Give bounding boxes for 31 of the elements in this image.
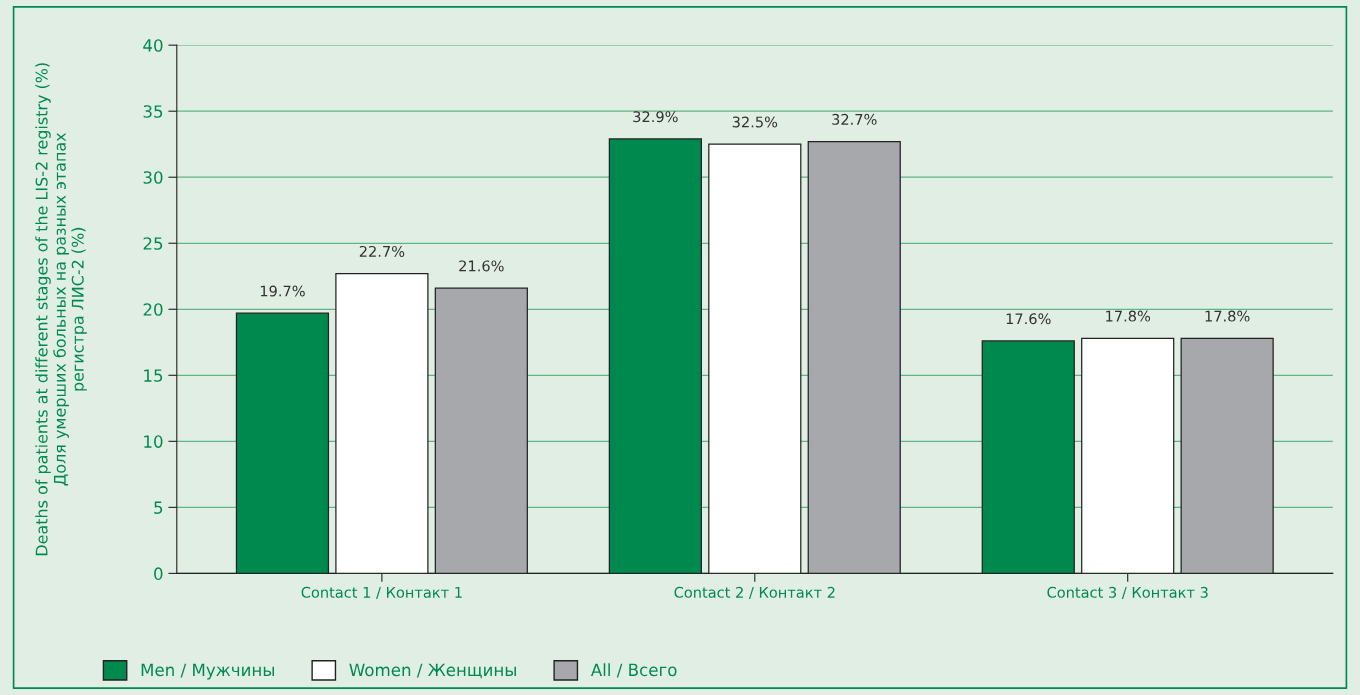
x-tick-label: Contact 3 / Контакт 3 xyxy=(1047,586,1208,599)
y-tick-label: 10 xyxy=(144,435,163,448)
data-label: 17.8% xyxy=(1106,310,1151,322)
data-label: 32.9% xyxy=(633,111,678,123)
y-tick-label: 25 xyxy=(143,237,163,250)
x-tick-label: Contact 2 / Контакт 2 xyxy=(674,586,835,599)
y-tick-label: 35 xyxy=(143,105,163,118)
bar xyxy=(235,312,330,574)
data-label: 17.6% xyxy=(1006,313,1051,325)
data-label: 22.7% xyxy=(359,245,405,257)
bar xyxy=(1180,337,1274,574)
bar xyxy=(981,340,1075,574)
data-label: 17.8% xyxy=(1205,310,1250,322)
data-label: 32.7% xyxy=(832,113,877,125)
y-tick-label: 15 xyxy=(144,369,163,382)
x-tick-label: Contact 1 / Контакт 1 xyxy=(301,586,462,599)
data-label: 21.6% xyxy=(459,260,504,272)
y-tick-label: 5 xyxy=(154,501,163,514)
data-label: 19.7% xyxy=(260,285,305,297)
data-label: 32.5% xyxy=(732,116,778,128)
legend-label: All / Всего xyxy=(590,663,677,678)
y-tick-label: 30 xyxy=(143,171,163,184)
y-tick-label: 0 xyxy=(154,567,163,580)
bar xyxy=(608,138,702,574)
y-tick-label: 40 xyxy=(143,39,163,52)
legend-label: Women / Женщины xyxy=(349,663,516,679)
y-tick-label: 20 xyxy=(143,303,163,316)
legend-label: Men / Мужчины xyxy=(141,663,274,680)
bar xyxy=(434,287,528,574)
y-axis-title: Deaths of patients at different stages of the LIS-2 registry (%) Доля умерших больных на разных этапах регистра ЛИС-2 (%) xyxy=(35,63,87,556)
bar xyxy=(807,140,901,574)
